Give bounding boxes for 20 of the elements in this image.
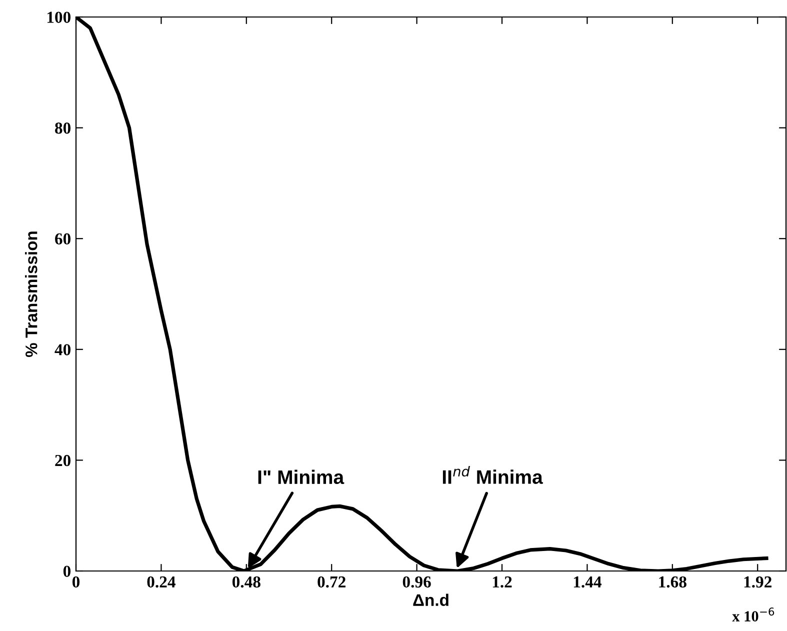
x-tick-label: 0 — [72, 576, 80, 588]
x-tick-label: 1.2 — [492, 576, 512, 588]
x-tick-label: 1.68 — [659, 576, 686, 588]
x-tick-label: 0.48 — [232, 576, 260, 588]
y-tick-label: 20 — [55, 454, 71, 466]
y-tick-label: 100 — [47, 12, 71, 23]
x-tick-label: 1.44 — [574, 576, 602, 588]
x-axis-title: Δn.d — [413, 594, 448, 606]
y-tick-label: 60 — [55, 233, 71, 245]
annotation: II$^{nd}$ Minima — [442, 466, 543, 484]
x-tick-label: 0.24 — [147, 576, 176, 588]
y-axis-title: % Transmission — [25, 232, 38, 358]
x-tick-label: 0.72 — [318, 576, 346, 588]
y-tick-label: 80 — [55, 122, 71, 134]
text: x 10$^{−6}$ — [732, 608, 774, 622]
y-tick-label: 40 — [54, 344, 71, 356]
x-tick-label: 1.92 — [744, 576, 772, 588]
x-tick-label: 0.96 — [402, 576, 431, 588]
y-tick-label: 0 — [63, 566, 71, 577]
annotation: I" Minima — [258, 470, 344, 484]
